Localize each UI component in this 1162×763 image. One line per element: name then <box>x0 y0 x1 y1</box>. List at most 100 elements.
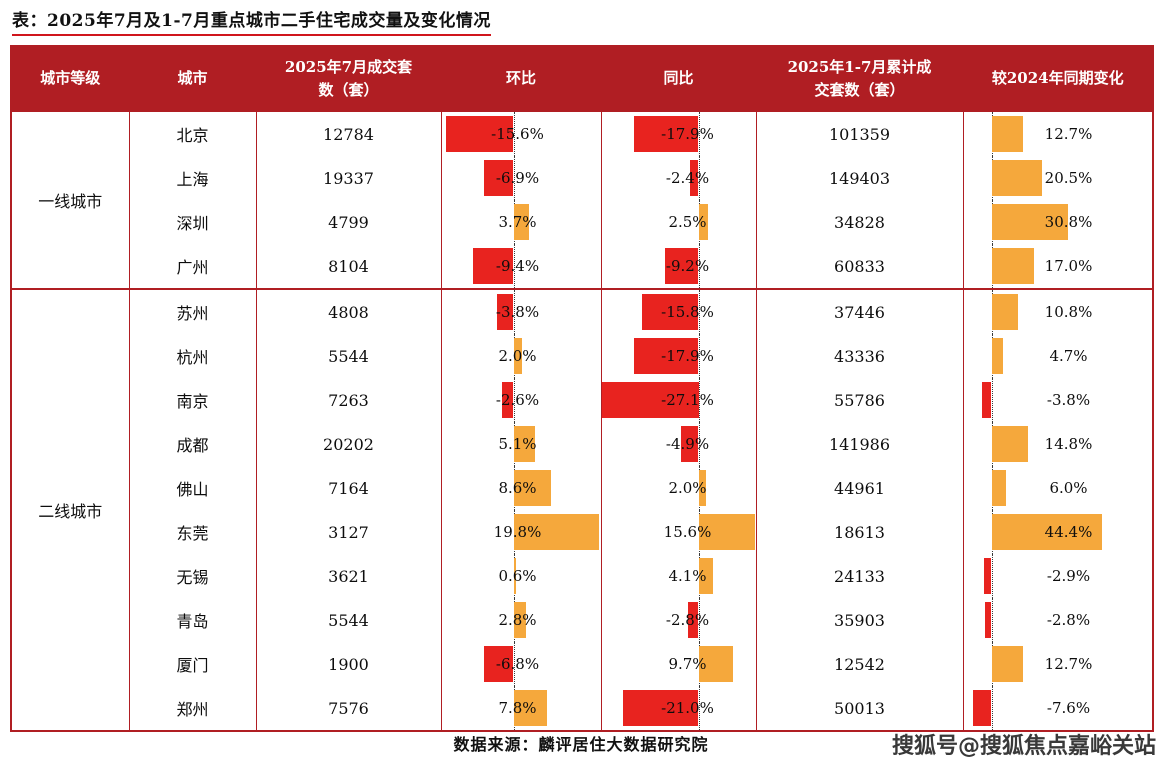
mom-bar-track: -3.8% <box>442 290 601 334</box>
chg-value-label: 44.4% <box>1044 523 1093 541</box>
chg-value-label: -2.9% <box>1046 567 1091 585</box>
mom-bar <box>513 558 517 594</box>
city-cell: 南京 <box>128 378 257 422</box>
chg-bar-cell: 12.7% <box>962 642 1154 686</box>
zero-baseline <box>698 598 700 642</box>
mom-bar <box>513 690 547 726</box>
page-title-text: 表：2025年7月及1-7月重点城市二手住宅成交量及变化情况 <box>12 6 491 36</box>
table-row: 深圳 4799 3.7% 2.5% 34828 30.8% <box>11 200 1154 244</box>
chg-bar-track: 20.5% <box>964 156 1153 200</box>
col-header-change-vs-2024: 较2024年同期变化 <box>962 45 1154 112</box>
zero-baseline <box>513 378 515 422</box>
jul-volume-cell: 7263 <box>255 378 442 422</box>
chg-bar <box>991 470 1007 506</box>
yoy-bar-track: -9.2% <box>602 244 756 288</box>
chg-bar <box>991 248 1034 284</box>
table-row: 杭州 5544 2.0% -17.9% 43336 4.7% <box>11 334 1154 378</box>
yoy-bar-cell: -27.1% <box>600 378 757 422</box>
yoy-bar <box>665 248 699 284</box>
yoy-value-label: -17.9% <box>661 347 714 365</box>
mom-value-label: -2.6% <box>495 391 540 409</box>
table-row: 上海 19337 -6.9% -2.4% 149403 20.5% <box>11 156 1154 200</box>
mom-bar-track: 5.1% <box>442 422 601 466</box>
chg-bar-track: -2.9% <box>964 554 1153 598</box>
yoy-value-label: 2.5% <box>668 213 707 231</box>
zero-baseline <box>513 244 515 288</box>
jul-volume-cell: 4799 <box>255 200 442 244</box>
yoy-bar-cell: -9.2% <box>600 244 757 289</box>
cum-volume-cell: 37446 <box>755 288 964 334</box>
city-cell: 杭州 <box>128 334 257 378</box>
zero-baseline <box>513 290 515 334</box>
zero-baseline <box>991 686 993 730</box>
chg-bar-cell: 17.0% <box>962 244 1154 289</box>
table-row: 广州 8104 -9.4% -9.2% 60833 17.0% <box>11 244 1154 289</box>
mom-bar-cell: -6.8% <box>440 642 602 686</box>
yoy-bar <box>698 514 755 550</box>
table-row: 二线城市 苏州 4808 -3.8% -15.8% 37446 10.8% <box>10 288 1154 731</box>
chg-bar <box>991 160 1043 196</box>
yoy-bar-cell: -2.4% <box>600 156 757 200</box>
mom-bar-track: -6.9% <box>442 156 601 200</box>
zero-baseline <box>991 598 993 642</box>
yoy-value-label: -27.1% <box>661 391 714 409</box>
chg-bar-track: 6.0% <box>964 466 1153 510</box>
city-cell: 上海 <box>128 156 257 200</box>
yoy-bar-track: -4.9% <box>602 422 756 466</box>
mom-bar-cell: 2.0% <box>440 334 602 378</box>
mom-bar-track: 19.8% <box>442 510 601 554</box>
chg-bar <box>991 514 1102 550</box>
yoy-bar-cell: 9.7% <box>600 642 757 686</box>
yoy-bar-cell: 15.6% <box>600 510 757 554</box>
chg-bar-cell: 14.8% <box>962 422 1154 466</box>
table-body: 一线城市 北京 12784 -15.6% -17.9% 101359 12.7% 上海 1933… <box>10 111 1154 731</box>
zero-baseline <box>698 422 700 466</box>
mom-bar <box>483 160 514 196</box>
mom-bar <box>513 514 599 550</box>
yoy-bar-track: 2.0% <box>602 466 756 510</box>
yoy-bar-track: -17.9% <box>602 334 756 378</box>
chg-bar-cell: 10.8% <box>962 288 1154 334</box>
city-cell: 东莞 <box>128 510 257 554</box>
chg-value-label: 14.8% <box>1044 435 1093 453</box>
chg-bar <box>991 294 1019 330</box>
yoy-value-label: -9.2% <box>665 257 710 275</box>
mom-bar-cell: 0.6% <box>440 554 602 598</box>
mom-bar <box>484 646 514 682</box>
yoy-value-label: -4.9% <box>665 435 710 453</box>
yoy-value-label: 2.0% <box>668 479 707 497</box>
yoy-bar <box>688 602 699 638</box>
table-row: 郑州 7576 7.8% -21.0% 50013 -7.6% <box>11 686 1154 731</box>
chg-bar-cell: 30.8% <box>962 200 1154 244</box>
chg-bar-cell: 20.5% <box>962 156 1154 200</box>
yoy-value-label: 4.1% <box>668 567 707 585</box>
mom-bar <box>513 602 526 638</box>
chg-bar-cell: 44.4% <box>962 510 1154 554</box>
yoy-bar <box>698 558 714 594</box>
col-header-city-tier: 城市等级 <box>10 45 130 112</box>
mom-bar-cell: -15.6% <box>440 111 602 156</box>
city-cell: 无锡 <box>128 554 257 598</box>
chg-bar <box>984 602 992 638</box>
chg-bar-track: 44.4% <box>964 510 1153 554</box>
city-cell: 郑州 <box>128 686 257 731</box>
mom-bar-track: 0.6% <box>442 554 601 598</box>
mom-value-label: 3.7% <box>498 213 537 231</box>
jul-volume-cell: 12784 <box>255 111 442 156</box>
mom-value-label: -3.8% <box>495 303 540 321</box>
table-row: 无锡 3621 0.6% 4.1% 24133 -2.9% <box>11 554 1154 598</box>
mom-bar-track: 7.8% <box>442 686 601 730</box>
yoy-value-label: -17.9% <box>661 125 714 143</box>
yoy-bar-track: -15.8% <box>602 290 756 334</box>
mom-value-label: 5.1% <box>498 435 537 453</box>
city-cell: 成都 <box>128 422 257 466</box>
chg-bar-cell: -3.8% <box>962 378 1154 422</box>
city-cell: 广州 <box>128 244 257 289</box>
mom-bar-track: 2.0% <box>442 334 601 378</box>
zero-baseline <box>513 156 515 200</box>
yoy-bar-track: -17.9% <box>602 112 756 156</box>
city-cell: 深圳 <box>128 200 257 244</box>
yoy-bar-cell: 2.0% <box>600 466 757 510</box>
zero-baseline <box>513 112 515 156</box>
cum-volume-cell: 55786 <box>755 378 964 422</box>
